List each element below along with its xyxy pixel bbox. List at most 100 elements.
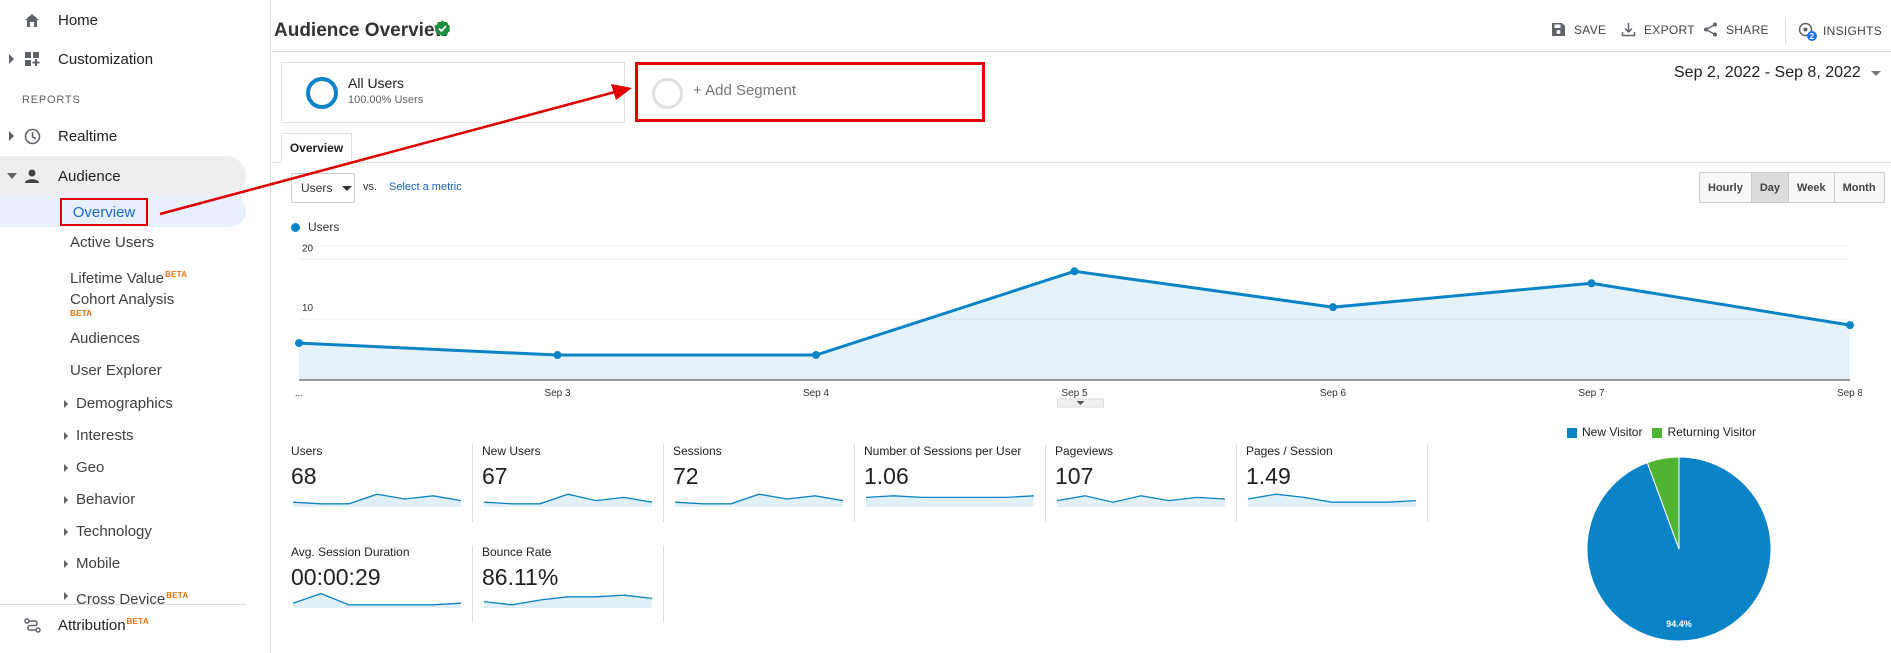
hourly-button[interactable]: Hourly [1700,173,1751,202]
sidebar-item-audiences[interactable]: Audiences [70,328,140,350]
x-tick-label: Sep 5 [1061,388,1088,399]
users-area [299,271,1850,379]
metrics-grid: Users 68 New Users 67 Sessions 72 Number of Se… [291,444,1446,624]
metric-value: 00:00:29 [291,564,381,590]
users-line-chart: 10 20... Sep 3 Sep 4 Sep 5 Sep 6 Sep 7 Sep 8 [295,243,1862,408]
clock-icon [22,126,42,146]
week-button[interactable]: Week [1788,173,1834,202]
sparkline-line [674,493,844,505]
save-button[interactable]: SAVE [1551,22,1606,37]
metric-divider [663,444,664,522]
segment-percentage: 100.00% Users [348,94,424,106]
sidebar-item-label: Home [58,11,99,29]
date-range-picker[interactable]: Sep 2, 2022 - Sep 8, 2022 [1674,64,1881,82]
sidebar-item-cross-device[interactable]: Cross DeviceBETA [64,585,189,608]
data-point [1846,321,1854,330]
sidebar-item-customization[interactable]: Customization [0,39,271,79]
metric-users[interactable]: Users 68 [291,444,474,524]
metric-divider [663,545,664,623]
verified-check-icon [434,20,451,37]
visitor-pie-chart: 94.4% [1587,456,1772,642]
metric-divider [854,444,855,522]
add-segment-label: + Add Segment [693,82,796,99]
x-tick-label: Sep 6 [1320,388,1347,399]
sidebar-item-interests[interactable]: Interests [64,425,134,447]
sidebar-item-label: User Explorer [70,362,162,379]
sidebar-item-geo[interactable]: Geo [63,457,105,479]
metric-name: Pages / Session [1246,444,1333,458]
segment-all-users[interactable]: All Users 100.00% Users [281,62,625,123]
share-label: SHARE [1726,22,1769,37]
metric-name: Sessions [673,444,722,458]
chevron-right-icon [9,131,14,141]
metric-value: 72 [673,463,699,489]
metric-new-users[interactable]: New Users 67 [482,444,665,524]
divider [0,604,246,605]
granularity-toggle: Hourly Day Week Month [1699,172,1885,203]
vs-label: vs. [363,181,378,193]
attribution-label: Attribution [58,616,126,634]
legend-swatch [291,222,300,232]
metric-number-of-sessions-per-user[interactable]: Number of Sessions per User 1.06 [864,444,1047,524]
sidebar-item-label: Lifetime Value [70,270,164,287]
sidebar-item-attribution[interactable]: AttributionBETA [0,605,271,645]
save-label: SAVE [1574,22,1607,37]
download-icon [1621,23,1636,37]
legend-swatch [1652,427,1663,438]
sidebar-item-demographics[interactable]: Demographics [64,393,173,415]
sparkline-line [1247,493,1417,503]
sparkline [483,493,653,507]
x-tick-label: Sep 7 [1578,388,1605,399]
sidebar-item-label: Audiences [70,330,141,347]
sidebar-item-technology[interactable]: Technology [64,521,152,543]
sidebar-item-home[interactable]: Home [0,0,271,40]
select-metric-link[interactable]: Select a metric [389,181,462,193]
person-icon [22,166,42,186]
metric-sessions[interactable]: Sessions 72 [673,444,856,524]
export-button[interactable]: EXPORT [1621,22,1695,37]
x-tick-label: Sep 8 [1837,388,1862,399]
metric-avg-session-duration[interactable]: Avg. Session Duration 00:00:29 [291,545,474,625]
sidebar-item-cohort-analysis[interactable]: Cohort Analysis BETA [70,291,174,318]
sparkline-line [292,592,462,606]
sparkline [1247,493,1417,507]
metric-value: 1.06 [864,463,909,489]
metric-bounce-rate[interactable]: Bounce Rate 86.11% [482,545,665,625]
sidebar-item-behavior[interactable]: Behavior [63,489,135,511]
sparkline [292,592,462,608]
sidebar-item-label: Interests [76,427,134,444]
sidebar-item-audience[interactable]: Audience [0,156,246,196]
metric-divider [1045,444,1046,522]
metric-pageviews[interactable]: Pageviews 107 [1055,444,1238,524]
metric-divider [1236,444,1237,522]
sidebar-item-label: Geo [76,459,105,476]
tab-overview[interactable]: Overview [281,133,352,163]
sidebar-item-overview[interactable]: Overview [60,198,148,226]
sidebar-item-active-users[interactable]: Active Users [70,232,154,254]
sparkline-area [484,494,652,507]
metric-select[interactable]: Users [291,173,355,203]
sparkline [674,493,844,507]
metric-name: Pageviews [1055,444,1114,458]
metric-pages-session[interactable]: Pages / Session 1.49 [1246,444,1429,524]
sidebar-item-label: Cross Device [76,591,166,608]
sidebar-item-lifetime-value[interactable]: Lifetime ValueBETA [70,264,187,287]
insights-icon: 2 [1798,22,1817,41]
insights-button[interactable]: 2 INSIGHTS [1798,22,1882,41]
report-header: Audience Overview SAVE EXPORT SHARE 2 IN… [272,0,1891,52]
legend-returning-visitor: Returning Visitor [1652,425,1756,439]
sidebar-item-user-explorer[interactable]: User Explorer [70,360,162,382]
day-button[interactable]: Day [1750,173,1789,202]
add-segment-button[interactable]: + Add Segment [635,62,985,122]
data-point [553,351,562,360]
metric-value: 67 [482,463,508,489]
sparkline-line [292,493,462,505]
sidebar-item-mobile[interactable]: Mobile [63,553,120,575]
y-tick-label: 20 [302,243,314,254]
sidebar-item-realtime[interactable]: Realtime [0,116,271,156]
share-button[interactable]: SHARE [1703,22,1769,37]
legend-label: Users [308,220,340,234]
month-button[interactable]: Month [1833,173,1884,202]
metric-divider [472,545,473,623]
pie-slice-returning-visitor [1646,456,1680,550]
